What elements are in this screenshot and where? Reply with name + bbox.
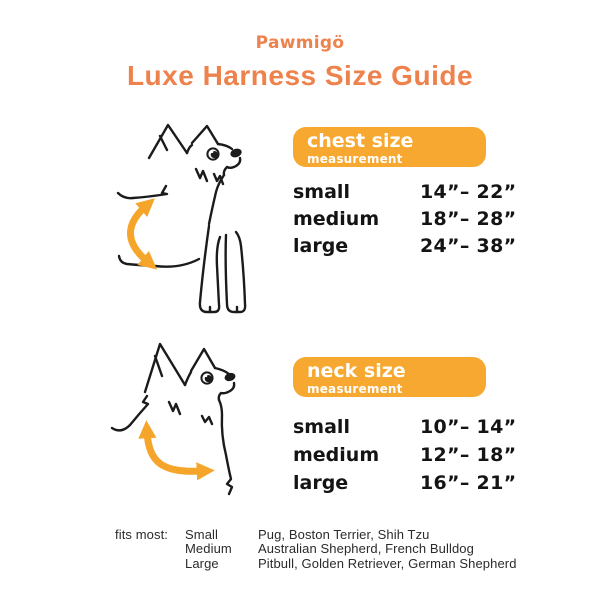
breed-list: Pug, Boston Terrier, Shih Tzu [258, 527, 430, 542]
size-value: 10”– 14” [420, 416, 517, 438]
chest-badge-subtitle: measurement [307, 152, 403, 166]
chest-size-table: small 14”– 22” medium 18”– 28” large 24”… [293, 178, 516, 259]
size-value: 18”– 28” [420, 207, 517, 230]
breed-list: Pitbull, Golden Retriever, German Shephe… [258, 555, 517, 571]
size-label: small [293, 416, 350, 438]
size-label: large [293, 472, 349, 494]
size-value: 24”– 38” [420, 234, 517, 257]
chihuahua-standing-illustration [116, 123, 247, 314]
table-row: large 24”– 38” [293, 232, 516, 259]
size-label: medium [293, 207, 380, 230]
size-value: 12”– 18” [420, 444, 517, 466]
dog-nose [224, 372, 236, 382]
fits-size: Medium [185, 541, 232, 557]
fits-size: Large [185, 555, 219, 571]
fits-most-breeds: Pug, Boston Terrier, Shih Tzu Australian… [258, 527, 517, 571]
fits-most-label: fits most: [115, 527, 169, 542]
page-title: Luxe Harness Size Guide [126, 60, 474, 91]
table-row: small 14”– 22” [293, 178, 516, 205]
table-row: medium 18”– 28” [293, 205, 516, 232]
breed-list: Australian Shepherd, French Bulldog [258, 541, 474, 557]
fits-most-block: fits most: Small Medium Large Pug, Bosto… [115, 527, 517, 571]
size-label: medium [293, 444, 380, 466]
neck-measure-arrow-icon [138, 420, 215, 481]
table-row: large 16”– 21” [293, 469, 516, 497]
dog-nose [230, 148, 242, 158]
fits-most-sizes: Small Medium Large [185, 527, 258, 571]
chest-measure-arrow-icon [127, 198, 158, 270]
table-row: medium 12”– 18” [293, 441, 516, 469]
size-label: small [293, 180, 350, 203]
neck-badge-title: neck size [307, 360, 406, 382]
chihuahua-head-illustration [110, 342, 236, 496]
neck-badge-subtitle: measurement [307, 382, 403, 396]
chest-size-badge: chest size measurement [293, 127, 486, 167]
chest-badge-title: chest size [307, 130, 414, 152]
size-value: 16”– 21” [420, 472, 517, 494]
fits-size: Small [185, 527, 219, 542]
neck-size-badge: neck size measurement [293, 357, 486, 397]
table-row: small 10”– 14” [293, 413, 516, 441]
neck-size-table: small 10”– 14” medium 12”– 18” large 16”… [293, 413, 516, 497]
size-label: large [293, 234, 349, 257]
brand-logo: Pawmigö [255, 33, 345, 53]
size-value: 14”– 22” [420, 180, 517, 203]
